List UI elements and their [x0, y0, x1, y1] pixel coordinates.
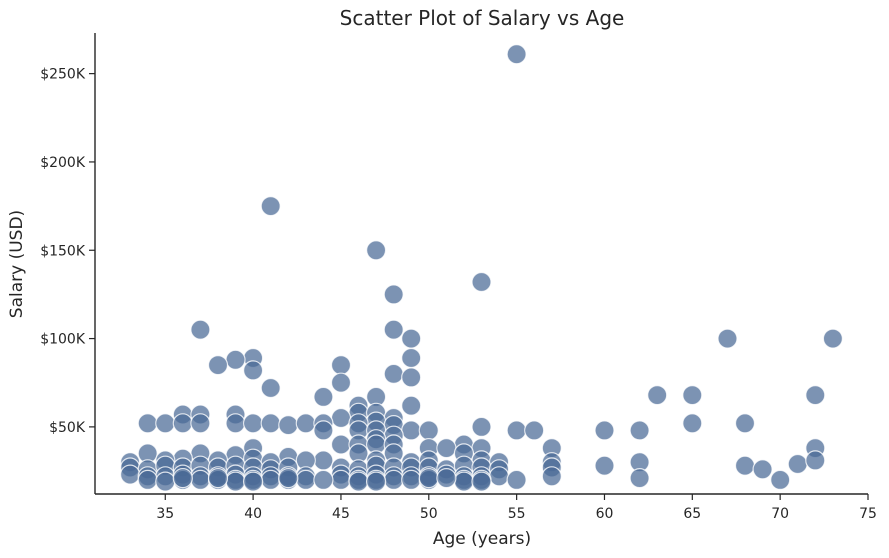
- data-point: [243, 360, 264, 381]
- data-point: [225, 413, 246, 434]
- data-point: [401, 420, 422, 441]
- data-point: [383, 284, 404, 305]
- data-point: [190, 319, 211, 340]
- data-point: [594, 420, 615, 441]
- data-point: [313, 420, 334, 441]
- x-tick-label: 35: [156, 506, 174, 522]
- data-point: [207, 468, 229, 489]
- data-point: [629, 420, 650, 441]
- data-point: [787, 453, 808, 475]
- data-point: [436, 468, 457, 489]
- data-point: [506, 420, 527, 441]
- data-point: [330, 434, 352, 455]
- data-point: [172, 413, 193, 434]
- data-point: [295, 413, 316, 434]
- data-point: [471, 471, 492, 492]
- data-point: [225, 471, 246, 492]
- chart-title: Scatter Plot of Salary vs Age: [340, 6, 625, 30]
- data-point: [383, 469, 404, 490]
- x-tick-label: 60: [596, 506, 614, 522]
- data-point: [471, 271, 492, 293]
- x-tick-label: 40: [244, 506, 262, 522]
- data-point: [225, 349, 246, 370]
- data-point: [401, 367, 422, 388]
- data-point: [260, 469, 281, 490]
- data-point: [313, 469, 334, 490]
- data-point: [330, 372, 352, 393]
- data-point: [418, 468, 439, 489]
- y-axis-label: Salary (USD): [7, 210, 27, 318]
- data-point: [313, 450, 334, 471]
- data-point: [647, 385, 668, 406]
- y-tick-label: $100K: [40, 332, 86, 348]
- y-ticks: $50K $100K $150K $200K $250K: [40, 67, 95, 436]
- data-point: [401, 328, 422, 349]
- data-point: [260, 413, 281, 434]
- data-point: [752, 459, 773, 480]
- data-point: [682, 413, 703, 434]
- points-layer: [120, 44, 844, 492]
- data-point: [822, 328, 844, 349]
- y-tick-label: $200K: [40, 155, 86, 171]
- data-point: [243, 471, 264, 492]
- data-point: [295, 469, 316, 490]
- data-point: [401, 347, 422, 369]
- x-axis-label: Age (years): [433, 529, 531, 549]
- data-point: [805, 450, 826, 471]
- y-tick-label: $250K: [40, 67, 86, 83]
- data-point: [155, 413, 176, 434]
- data-point: [190, 413, 211, 434]
- data-point: [401, 469, 422, 490]
- data-point: [172, 468, 193, 489]
- data-point: [734, 455, 756, 476]
- data-point: [506, 44, 527, 65]
- data-point: [418, 420, 439, 441]
- data-point: [805, 385, 826, 406]
- data-point: [278, 415, 299, 436]
- y-tick-label: $150K: [40, 243, 86, 259]
- data-point: [489, 466, 510, 487]
- data-point: [453, 471, 474, 492]
- data-point: [330, 407, 352, 429]
- data-point: [330, 355, 352, 376]
- x-tick-label: 70: [771, 506, 789, 522]
- data-point: [137, 469, 158, 490]
- data-point: [313, 386, 334, 407]
- data-point: [366, 471, 387, 492]
- x-ticks: 35 40 45 50 55 60 65 70 75: [156, 494, 877, 522]
- data-point: [366, 240, 387, 261]
- data-point: [682, 385, 703, 406]
- y-tick-label: $50K: [49, 420, 86, 436]
- data-point: [278, 468, 299, 489]
- data-point: [348, 471, 369, 492]
- x-tick-label: 65: [683, 506, 701, 522]
- data-point: [541, 466, 562, 487]
- data-point: [770, 469, 791, 490]
- data-point: [401, 395, 422, 416]
- x-tick-label: 45: [332, 506, 350, 522]
- x-tick-label: 50: [420, 506, 438, 522]
- data-point: [629, 468, 650, 489]
- data-point: [506, 469, 527, 490]
- data-point: [734, 413, 756, 434]
- data-point: [137, 413, 158, 434]
- data-point: [383, 363, 404, 384]
- data-point: [207, 355, 229, 376]
- x-tick-label: 75: [859, 506, 877, 522]
- data-point: [594, 455, 615, 476]
- data-point: [383, 319, 404, 340]
- x-tick-label: 55: [508, 506, 526, 522]
- data-point: [260, 196, 281, 217]
- data-point: [330, 469, 352, 490]
- data-point: [260, 377, 281, 399]
- data-point: [155, 471, 176, 492]
- data-point: [471, 416, 492, 437]
- data-point: [436, 438, 457, 459]
- data-point: [717, 328, 738, 349]
- data-point: [190, 469, 211, 490]
- data-point: [120, 464, 141, 485]
- data-point: [524, 420, 545, 441]
- data-point: [243, 413, 264, 434]
